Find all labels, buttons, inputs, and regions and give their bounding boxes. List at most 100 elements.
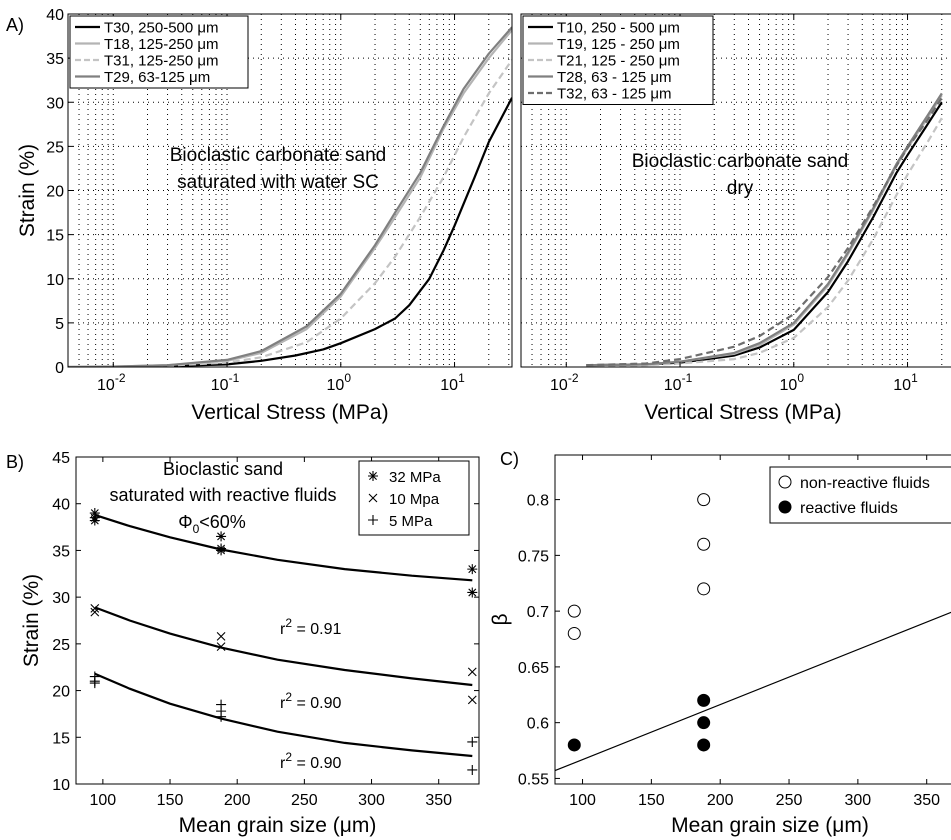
y-tick-label: 15 xyxy=(46,228,64,245)
legend-marker-1 xyxy=(778,500,792,514)
legend-label-0: 32 MPa xyxy=(389,469,441,486)
y-tick-label: 0.75 xyxy=(518,548,549,565)
legend-label-0: T30, 250-500 μm xyxy=(104,20,219,37)
series-line-4 xyxy=(586,97,943,367)
legend-label-1: T18, 125-250 μm xyxy=(104,36,219,53)
fit-curve-0 xyxy=(94,513,473,582)
y-tick-label: 0 xyxy=(55,360,64,377)
legend-box xyxy=(769,466,951,524)
r2-label-0: r2 = 0.91 xyxy=(280,616,341,638)
grid xyxy=(68,14,512,367)
y-tick-label: 10 xyxy=(46,272,64,289)
legend-marker-0 xyxy=(778,475,792,489)
legend-marker-2 xyxy=(368,515,378,525)
annotation-line-0: Bioclastic carbonate sand xyxy=(632,151,849,172)
data-point-1 xyxy=(697,738,711,752)
x-tick-label: 10-2 xyxy=(550,371,579,394)
panel-label: C) xyxy=(500,449,519,469)
legend-box xyxy=(522,15,714,105)
x-tick-label: 200 xyxy=(707,792,734,809)
series-line-3 xyxy=(68,26,512,367)
data-point-1 xyxy=(567,738,581,752)
x-tick-label: 10-2 xyxy=(97,371,126,394)
x-tick-label: 101 xyxy=(440,371,465,394)
plot-frame xyxy=(75,456,480,785)
legend-marker-0 xyxy=(368,471,378,481)
y-tick-label: 20 xyxy=(52,684,70,701)
series-line-0 xyxy=(586,101,943,367)
series-group xyxy=(586,92,943,367)
legend-label-0: T10, 250 - 500 μm xyxy=(557,20,680,37)
y-axis-label: Strain (%) xyxy=(16,144,39,237)
data-point-2 xyxy=(467,764,478,775)
data-point-1 xyxy=(216,642,226,652)
y-tick-label: 10 xyxy=(52,777,70,794)
data-point-1 xyxy=(697,693,711,707)
r2-label-1: r2 = 0.90 xyxy=(280,690,341,712)
y-tick-label: 35 xyxy=(46,51,64,68)
x-axis-label: Vertical Stress (MPa) xyxy=(644,401,841,424)
data-point-0 xyxy=(467,564,478,575)
x-tick-label: 300 xyxy=(845,792,872,809)
panel-a-left: 10-2 10-1 100 101 0 5 10 15 20 25 30 35 40 Vertical S… xyxy=(6,7,513,424)
y-tick-label: 0.55 xyxy=(518,771,549,788)
panel-label: B) xyxy=(6,452,24,472)
y-tick-label: 30 xyxy=(52,590,70,607)
plot-frame xyxy=(554,454,951,785)
legend-label-2: T21, 125 - 250 μm xyxy=(557,53,680,70)
x-tick-label: 100 xyxy=(569,792,596,809)
y-tick-label: 0.6 xyxy=(527,716,549,733)
x-axis-label: Mean grain size (μm) xyxy=(179,814,377,837)
y-tick-label: 0.7 xyxy=(527,604,549,621)
data-point-0 xyxy=(467,587,478,598)
plot-frame xyxy=(520,13,951,368)
series-line-1 xyxy=(586,94,943,367)
data-point-0 xyxy=(216,531,227,542)
fit-curve-1 xyxy=(94,606,473,687)
series-line-2 xyxy=(68,59,512,367)
x-tick-label: 101 xyxy=(893,371,918,394)
legend-box xyxy=(358,460,470,536)
data-point-1 xyxy=(467,695,477,705)
data-point-0 xyxy=(697,582,711,596)
data-point-1 xyxy=(467,667,477,677)
annotation-line-1: saturated with reactive fluids xyxy=(109,485,336,505)
panel-label: A) xyxy=(6,15,24,35)
data-point-2 xyxy=(216,711,227,722)
y-tick-label: 25 xyxy=(52,637,70,654)
y-tick-label: 0.65 xyxy=(518,660,549,677)
x-tick-label: 10-1 xyxy=(664,371,693,394)
legend-label-3: T29, 63-125 μm xyxy=(104,69,210,86)
panel-c: 100 150 200 250 300 350 0.55 0.6 0.65 0.7 0.75 0.8 M… xyxy=(489,449,951,837)
y-tick-label: 35 xyxy=(52,543,70,560)
x-tick-label: 150 xyxy=(157,792,184,809)
legend-label-4: T32, 63 - 125 μm xyxy=(557,86,672,103)
data-point-1 xyxy=(697,716,711,730)
x-axis-label: Vertical Stress (MPa) xyxy=(191,401,388,424)
series-group xyxy=(68,26,512,367)
x-tick-label: 350 xyxy=(425,792,452,809)
y-axis-label: Strain (%) xyxy=(20,574,43,667)
x-tick-label: 100 xyxy=(780,371,805,394)
data-point-2 xyxy=(467,736,478,747)
y-tick-label: 15 xyxy=(52,730,70,747)
panel-b: 100 150 200 250 300 350 10 15 20 25 30 35 40 45 Mean g… xyxy=(6,450,480,837)
x-tick-label: 100 xyxy=(90,792,117,809)
x-tick-label: 250 xyxy=(291,792,318,809)
legend-label-0: non-reactive fluids xyxy=(800,475,930,492)
legend-label-1: T19, 125 - 250 μm xyxy=(557,36,680,53)
x-tick-label: 200 xyxy=(224,792,251,809)
fit-line xyxy=(554,611,951,772)
data-point-0 xyxy=(89,515,100,526)
data-point-1 xyxy=(90,607,100,617)
annotation-line-2: Φ0<60% xyxy=(178,512,246,536)
annotation-line-1: dry xyxy=(727,178,754,199)
y-tick-label: 40 xyxy=(46,7,64,24)
x-tick-label: 10-1 xyxy=(211,371,240,394)
y-tick-label: 0.8 xyxy=(527,493,549,510)
annotation-line-0: Bioclastic carbonate sand xyxy=(170,145,387,166)
data-point-0 xyxy=(567,604,581,618)
legend-label-2: 5 MPa xyxy=(389,513,433,530)
r2-label-2: r2 = 0.90 xyxy=(280,750,341,772)
x-tick-label: 100 xyxy=(327,371,352,394)
